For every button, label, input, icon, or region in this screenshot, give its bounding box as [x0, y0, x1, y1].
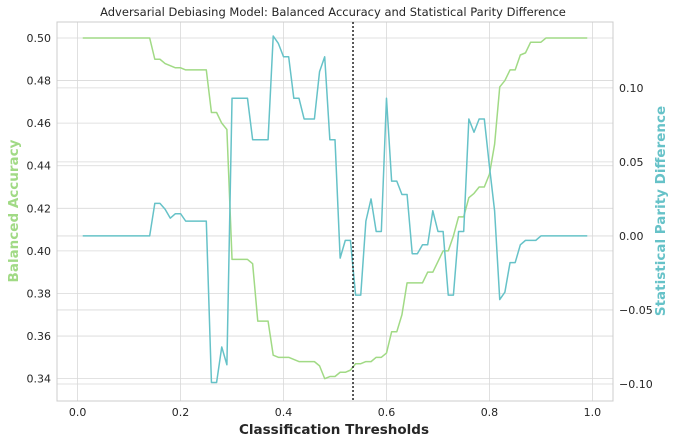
- y-left-tick-label: 0.34: [27, 373, 52, 386]
- y-right-tick-label: 0.10: [619, 82, 644, 95]
- y-right-tick-label: −0.10: [619, 378, 653, 391]
- y-left-tick-label: 0.40: [27, 245, 52, 258]
- x-tick-label: 0.4: [275, 406, 293, 419]
- chart-title: Adversarial Debiasing Model: Balanced Ac…: [100, 5, 566, 19]
- y-axis-right-label: Statistical Parity Difference: [653, 106, 669, 316]
- y-left-tick-label: 0.48: [27, 75, 52, 88]
- x-tick-label: 0.8: [481, 406, 499, 419]
- x-tick-label: 0.0: [69, 406, 87, 419]
- y-left-tick-label: 0.38: [27, 287, 52, 300]
- y-right-tick-label: −0.05: [619, 304, 653, 317]
- plot-frame: [56, 21, 614, 402]
- plot-area: 0.0 0.2 0.4 0.6 0.8 1.0 0.34 0.36 0.38 0.40 0.42 0.…: [27, 21, 653, 419]
- y-left-tick-label: 0.44: [27, 160, 52, 173]
- y-right-tick-label: 0.05: [619, 156, 644, 169]
- y-left-tick-label: 0.36: [27, 330, 52, 343]
- y-left-tick-label: 0.46: [27, 117, 52, 130]
- statistical-parity-line: [82, 35, 588, 384]
- x-tick-label: 0.2: [172, 406, 190, 419]
- x-axis-label: Classification Thresholds: [239, 422, 429, 438]
- y-left-tick-label: 0.50: [27, 32, 52, 45]
- y-left-tick-label: 0.42: [27, 202, 52, 215]
- x-tick-label: 0.6: [378, 406, 396, 419]
- y-axis-left-label: Balanced Accuracy: [6, 139, 22, 282]
- balanced-accuracy-line: [82, 37, 588, 380]
- y-right-tick-label: 0.00: [619, 230, 644, 243]
- x-tick-label: 1.0: [584, 406, 602, 419]
